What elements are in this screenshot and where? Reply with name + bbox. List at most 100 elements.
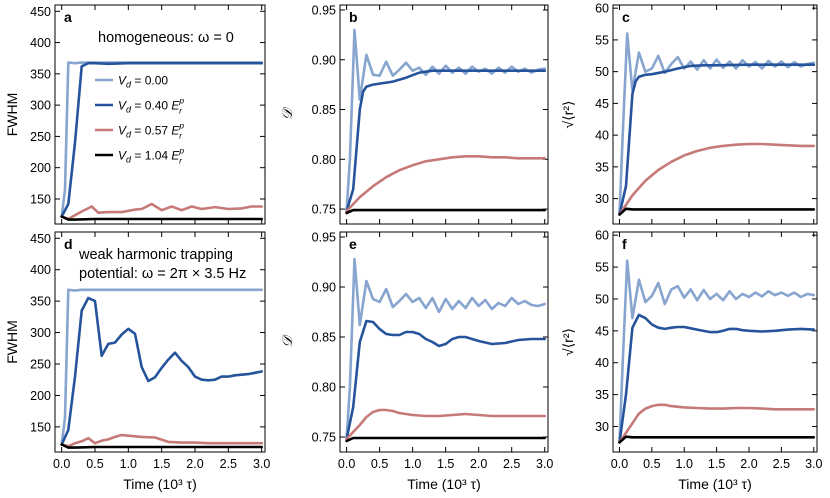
panel-f-ytick-label: 30 — [595, 420, 609, 434]
panel-a-legend-label-2-sym: V — [118, 124, 127, 138]
panel-d-series-0-line — [60, 288, 263, 446]
panel-c-ytick-label: 35 — [595, 160, 609, 174]
panel-a-frame — [54, 4, 266, 225]
panel-a-legend-label-2-val: = 0.57 — [131, 124, 171, 138]
panel-a-legend-label-3-unit-sup: p — [178, 146, 184, 156]
panel-d-frame — [54, 231, 266, 453]
panel-e-frame — [339, 231, 549, 453]
panel-d-series-1-line — [60, 296, 263, 446]
panel-d-annotation: potential: ω = 2π × 3.5 Hz — [79, 266, 246, 282]
panel-e-xtick-label: 1.0 — [404, 457, 421, 471]
panel-a-legend-label-2: Vd = 0.57 Ep r — [118, 121, 184, 141]
panel-e-ytick-label: 0.90 — [312, 281, 336, 295]
panel-f-ytick-label: 35 — [595, 388, 609, 402]
panel-e-xtick-label: 2.5 — [503, 457, 520, 471]
panel-d-xtick-label: 1.5 — [153, 457, 170, 471]
panel-c-ytick-label: 40 — [595, 129, 609, 143]
panel-e-ytick-label: 0.80 — [312, 381, 336, 395]
panel-a-legend-label-2-unit-sub: r — [179, 131, 183, 141]
panel-b-series-3-line — [345, 208, 546, 215]
panel-e-xlabel: Time (10³ τ) — [407, 476, 480, 492]
panel-f-ytick-label: 60 — [595, 229, 609, 243]
panel-b-ytick-label: 0.90 — [312, 53, 336, 67]
panel-a-legend-label-3-unit-sub: r — [179, 156, 183, 166]
panel-e-series-1-line — [345, 319, 546, 441]
panel-c-ytick-label: 30 — [595, 192, 609, 206]
panel-a-series-2-line — [60, 202, 263, 221]
panel-c-ytick-label: 50 — [595, 65, 609, 79]
panel-f-ytick-label: 55 — [595, 261, 609, 275]
panel-e-xtick-label: 0.0 — [338, 457, 355, 471]
panel-e-ytick-label: 0.75 — [312, 431, 336, 445]
panel-c-letter: c — [622, 9, 630, 25]
panel-a-legend-label-2-unit-sup: p — [178, 121, 184, 131]
panel-d-xlabel: Time (10³ τ) — [123, 476, 196, 492]
panel-d-ytick-label: 400 — [30, 263, 51, 277]
panel-a-letter: a — [64, 9, 72, 25]
panel-c-ytick-label: 60 — [595, 2, 609, 16]
panel-c-series-3-line — [618, 207, 816, 216]
panel-f-xlabel: Time (10³ τ) — [678, 476, 751, 492]
panel-a-annotation: homogeneous: ω = 0 — [98, 30, 234, 46]
panel-a-ytick-label: 250 — [30, 130, 51, 144]
panel-f-frame — [612, 231, 818, 453]
panel-c-frame — [612, 4, 818, 225]
panel-e-ytick-label: 0.95 — [312, 231, 336, 245]
panel-d-xtick-label: 0.0 — [53, 457, 70, 471]
panel-f-series-0-line — [618, 259, 816, 444]
panel-a-legend-label-1: Vd = 0.40 Ep r — [118, 96, 184, 116]
panel-d-xtick-label: 0.5 — [86, 457, 103, 471]
panel-f-xtick-label: 2.5 — [773, 457, 790, 471]
panel-e-ylabel: 𝒟 — [279, 334, 295, 348]
panel-f-ylabel: √⟨r²⟩ — [560, 328, 576, 356]
panel-a-legend-label-0-sym: V — [118, 74, 127, 88]
panel-e-series-2-line — [345, 408, 546, 441]
panel-a-series-1-line — [60, 61, 263, 218]
panel-e-series-0-line — [345, 257, 546, 441]
panel-a-ytick-label: 300 — [30, 99, 51, 113]
panel-a-ytick-label: 450 — [30, 5, 51, 19]
panel-b-ytick-label: 0.75 — [312, 203, 336, 217]
panel-d-xtick-label: 2.5 — [220, 457, 237, 471]
panel-a-legend-label-3-sub: d — [126, 155, 132, 165]
panel-e-xtick-label: 0.5 — [371, 457, 388, 471]
panel-d-ytick-label: 150 — [30, 420, 51, 434]
panel-f-series-3-line — [618, 435, 816, 444]
panel-e-xtick-label: 3.0 — [536, 457, 553, 471]
panel-b-series-1-line — [345, 69, 546, 213]
panel-f-xtick-label: 2.0 — [740, 457, 757, 471]
panel-a-ytick-label: 350 — [30, 67, 51, 81]
panel-a-legend-label-1-sym: V — [118, 99, 127, 113]
panel-a-legend-label-1-unit-sup: p — [178, 96, 184, 106]
panel-c-series-2-line — [618, 142, 816, 216]
panel-a-legend-label-2-unit: E — [171, 124, 180, 138]
panel-d-ytick-label: 200 — [30, 389, 51, 403]
panel-b-ytick-label: 0.85 — [312, 103, 336, 117]
panel-f-series-2-line — [618, 403, 816, 444]
panel-b-letter: b — [349, 9, 358, 25]
panel-f-letter: f — [622, 236, 627, 252]
panel-a-legend-label-1-unit-sub: r — [179, 106, 183, 116]
panel-d-xtick-label: 2.0 — [186, 457, 203, 471]
panel-c-ytick-label: 55 — [595, 33, 609, 47]
panel-a-legend-label-0-sub: d — [126, 80, 132, 90]
panel-a-ylabel: FWHM — [4, 93, 20, 137]
panel-e-ytick-label: 0.85 — [312, 331, 336, 345]
panel-f-xtick-label: 0.5 — [643, 457, 660, 471]
panel-a-legend-label-3: Vd = 1.04 Ep r — [118, 146, 184, 166]
panel-a-legend-label-3-val: = 1.04 — [131, 149, 171, 163]
panel-d-ytick-label: 250 — [30, 358, 51, 372]
panel-d-ytick-label: 300 — [30, 326, 51, 340]
panel-d-series-3-line — [60, 443, 263, 449]
panel-f-xtick-label: 0.0 — [611, 457, 628, 471]
panel-a-legend-label-0: Vd = 0.00 — [118, 74, 168, 90]
panel-f-xtick-label: 1.5 — [708, 457, 725, 471]
panel-c-series-1-line — [618, 63, 816, 216]
panel-a-ytick-label: 200 — [30, 161, 51, 175]
panel-f-ytick-label: 50 — [595, 292, 609, 306]
panel-f-series-1-line — [618, 313, 816, 444]
panel-b-ytick-label: 0.80 — [312, 153, 336, 167]
panel-a-legend-label-1-val: = 0.40 — [131, 99, 171, 113]
panel-a-legend-label-3-unit: E — [171, 149, 180, 163]
